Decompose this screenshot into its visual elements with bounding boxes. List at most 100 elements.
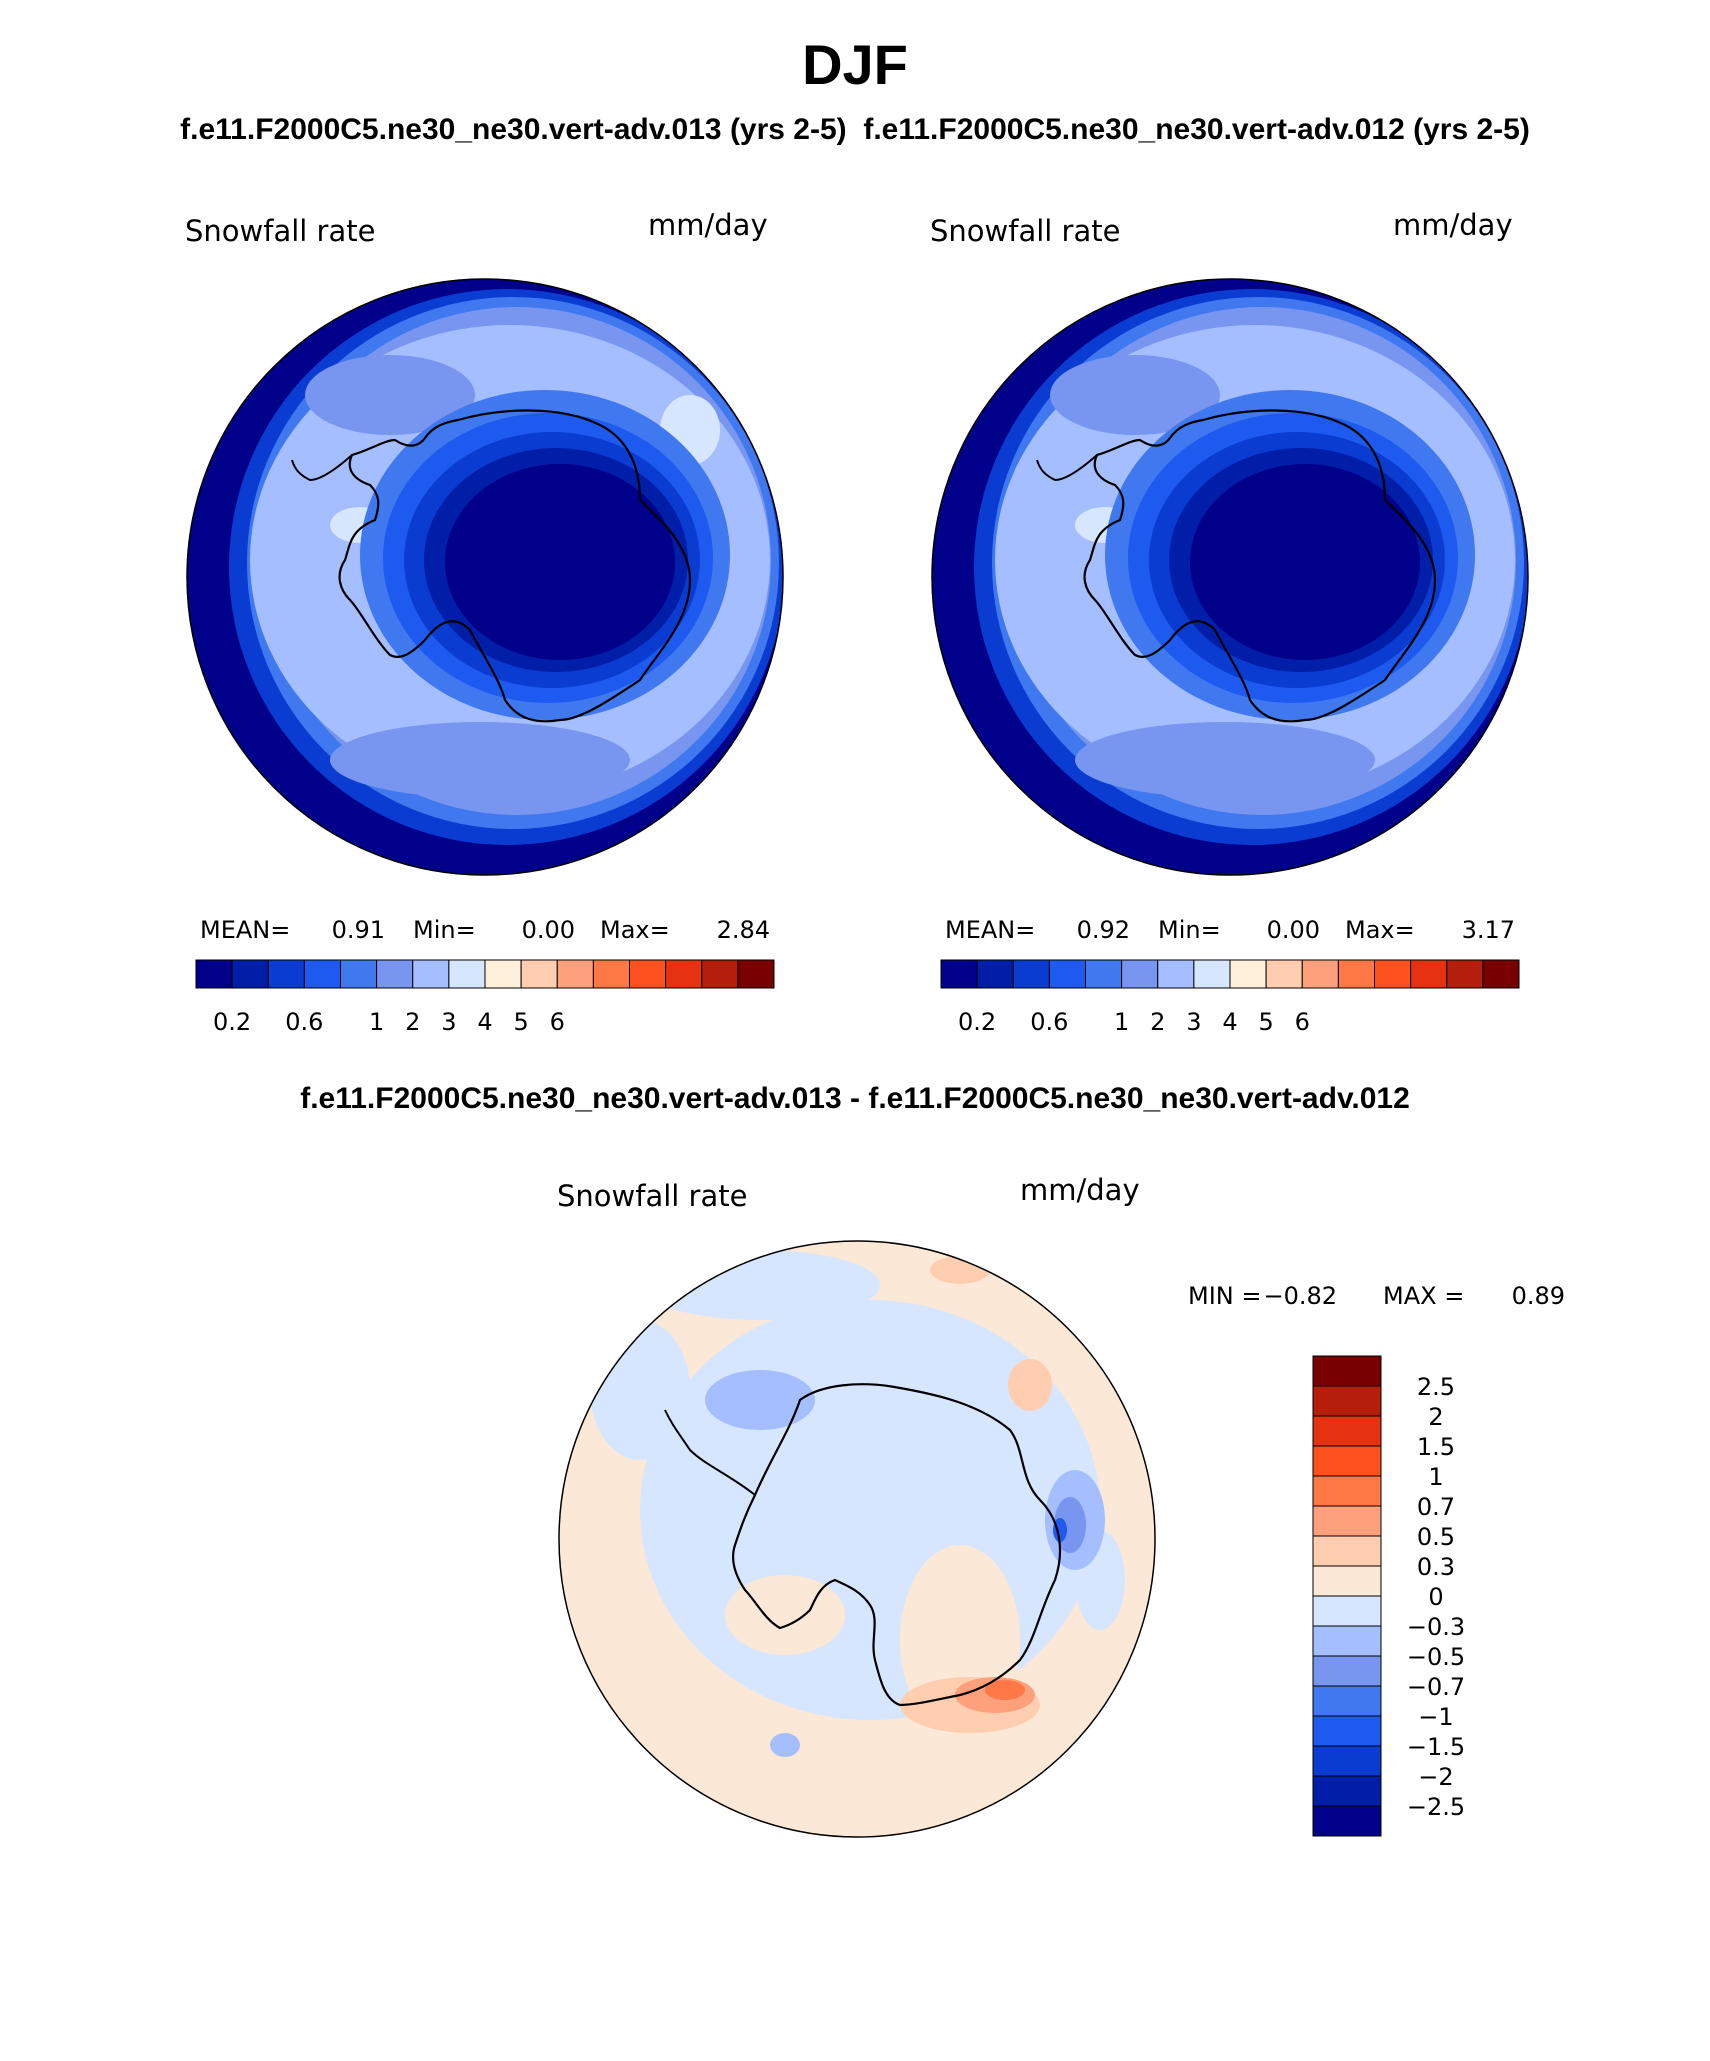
colorbar-tick-label: 2 <box>405 1008 420 1036</box>
colorbar-tick-label: 3 <box>441 1008 456 1036</box>
map-field-patch <box>725 1575 845 1655</box>
diff-max-label: MAX = <box>1383 1282 1464 1310</box>
panel-units-label: mm/day <box>1393 208 1513 242</box>
colorbar-swatch <box>592 959 630 989</box>
map-field-patch <box>1050 355 1220 435</box>
map-field-patch <box>330 722 630 798</box>
panel-case-012: Snowfall rate mm/day MEAN= 0.92 Min= 0.0… <box>930 208 1529 1036</box>
colorbar-swatch <box>1048 959 1086 989</box>
colorbar-swatch <box>1374 959 1412 989</box>
colorbar-swatch <box>1312 1805 1382 1837</box>
map-field-patch <box>705 1370 815 1430</box>
stats-max-value: 2.84 <box>717 916 770 944</box>
colorbar-swatch <box>629 959 667 989</box>
colorbar-swatch <box>1410 959 1448 989</box>
colorbar-swatch <box>737 959 775 989</box>
colorbar-swatch <box>1312 1385 1382 1417</box>
polar-map <box>932 279 1528 875</box>
colorbar-swatch <box>1121 959 1159 989</box>
colorbar-swatch <box>1312 1655 1382 1687</box>
colorbar-swatch <box>1012 959 1050 989</box>
colorbar-tick-label: 2 <box>1428 1403 1443 1431</box>
colorbar-tick-label: −2 <box>1418 1763 1453 1791</box>
colorbar-tick-label: 0.2 <box>213 1008 251 1036</box>
panel-units-label: mm/day <box>1020 1173 1140 1207</box>
colorbar-swatch <box>1312 1535 1382 1567</box>
map-field-blob <box>445 464 675 660</box>
antarctic-peninsula <box>291 454 353 482</box>
stats-max-label: Max= <box>1345 916 1415 944</box>
panel-variable-label: Snowfall rate <box>557 1179 747 1213</box>
antarctic-peninsula <box>664 1409 756 1496</box>
antarctic-peninsula <box>1036 454 1098 482</box>
panel-units-label: mm/day <box>648 208 768 242</box>
panel-variable-label: Snowfall rate <box>930 214 1120 248</box>
panel-case-013: Snowfall rate mm/day MEAN= 0.91 Min= 0.0… <box>185 208 784 1036</box>
colorbar-tick-label: 0.2 <box>958 1008 996 1036</box>
stats-max-label: Max= <box>600 916 670 944</box>
colorbar-swatch <box>267 959 305 989</box>
colorbar-swatch <box>1312 1715 1382 1747</box>
map-border <box>558 1240 1156 1838</box>
map-field-patch <box>985 1680 1025 1700</box>
polar-map <box>559 1241 1155 1837</box>
antarctica-coastline <box>731 1383 1062 1707</box>
colorbar-swatch <box>1229 959 1267 989</box>
map-border <box>931 278 1529 876</box>
colorbar-swatch <box>1337 959 1375 989</box>
diff-min-value: −0.82 <box>1263 1282 1337 1310</box>
colorbar-tick-label: 2.5 <box>1417 1373 1455 1401</box>
colorbar-swatch <box>1312 1505 1382 1537</box>
colorbar-swatch <box>1312 1565 1382 1597</box>
colorbar-tick-label: 1 <box>1114 1008 1129 1036</box>
colorbar-tick-label: 6 <box>550 1008 565 1036</box>
colorbar-swatch <box>231 959 269 989</box>
map-field-patch <box>930 1256 990 1284</box>
stats-min-value: 0.00 <box>522 916 575 944</box>
colorbar-swatch <box>1157 959 1195 989</box>
colorbar-tick-label: 0.7 <box>1417 1493 1455 1521</box>
colorbar-tick-label: −1 <box>1418 1703 1453 1731</box>
colorbar-swatch <box>665 959 703 989</box>
colorbar-swatch <box>1312 1775 1382 1807</box>
map-field-patch <box>770 1733 800 1757</box>
colorbar-swatch <box>1312 1625 1382 1657</box>
colorbar-swatch <box>1265 959 1303 989</box>
stats-mean-label: MEAN= <box>945 916 1035 944</box>
polar-map <box>187 279 783 875</box>
colorbar-tick-label: 0.6 <box>285 1008 323 1036</box>
colorbar-tick-label: 6 <box>1295 1008 1310 1036</box>
colorbar-swatch <box>1312 1595 1382 1627</box>
panel-difference: Snowfall rate mm/day MIN = −0.82 MAX <box>557 1173 1565 1838</box>
colorbar-swatch <box>1312 1745 1382 1777</box>
colorbar-swatch <box>1085 959 1123 989</box>
colorbar-tick-label: 1 <box>369 1008 384 1036</box>
colorbar-swatch <box>448 959 486 989</box>
stats-mean-label: MEAN= <box>200 916 290 944</box>
map-field-patch <box>590 1320 690 1460</box>
colorbar-swatch <box>1482 959 1520 989</box>
colorbar-tick-label: 5 <box>513 1008 528 1036</box>
colorbar-tick-label: 4 <box>477 1008 492 1036</box>
colorbar-tick-label: −0.7 <box>1407 1673 1465 1701</box>
colorbar-tick-label: 5 <box>1258 1008 1273 1036</box>
colorbar-swatch <box>484 959 522 989</box>
stats-min-label: Min= <box>413 916 476 944</box>
colorbar-tick-label: 2 <box>1150 1008 1165 1036</box>
colorbar-swatch <box>412 959 450 989</box>
colorbar-swatch <box>556 959 594 989</box>
colorbar-swatch <box>195 959 233 989</box>
colorbar-horizontal: 0.2 0.6 1 2 3 4 5 6 <box>195 959 775 1036</box>
colorbar-tick-label: 3 <box>1186 1008 1201 1036</box>
map-field-patch <box>1008 1359 1052 1411</box>
colorbar-swatch <box>340 959 378 989</box>
colorbar-swatch <box>1446 959 1484 989</box>
stats-min-value: 0.00 <box>1267 916 1320 944</box>
colorbar-swatch <box>1301 959 1339 989</box>
map-border <box>186 278 784 876</box>
map-field-patch <box>305 355 475 435</box>
case-titles: f.e11.F2000C5.ne30_ne30.vert-adv.013 (yr… <box>180 113 1530 146</box>
colorbar-tick-label: −1.5 <box>1407 1733 1465 1761</box>
colorbar-tick-label: −0.3 <box>1407 1613 1465 1641</box>
